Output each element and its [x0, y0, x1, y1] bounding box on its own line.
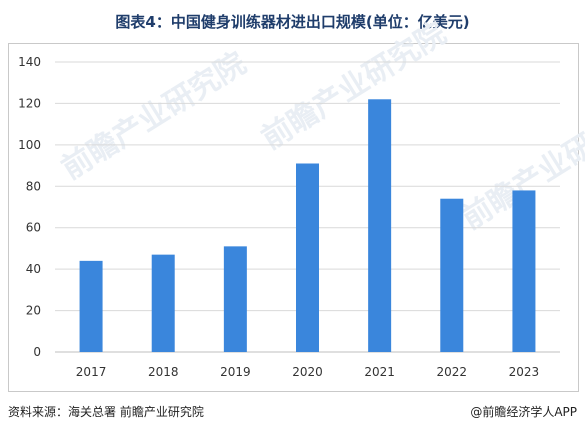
x-tick-label: 2021: [364, 365, 395, 379]
x-tick-label: 2017: [76, 365, 107, 379]
bar-2019: [223, 246, 247, 352]
watermark-2: 前瞻产业研究院: [256, 16, 453, 157]
y-tick-label: 120: [18, 96, 41, 110]
y-tick-label: 140: [18, 55, 41, 69]
watermark-1: 前瞻产业研究院: [56, 46, 253, 187]
x-tick-labels: 2017 2018 2019 2020 2021 2022 2023: [76, 365, 539, 379]
x-tick-label: 2020: [292, 365, 323, 379]
bar-2023: [512, 190, 536, 352]
y-tick-label: 0: [33, 345, 41, 359]
y-tick-label: 20: [26, 304, 41, 318]
x-tick-label: 2019: [220, 365, 251, 379]
bar-2022: [440, 198, 464, 352]
y-tick-label: 80: [26, 179, 41, 193]
bar-2021: [368, 99, 392, 353]
x-tick-label: 2022: [437, 365, 468, 379]
y-tick-label: 100: [18, 138, 41, 152]
brand-label: @前瞻经济学人APP: [470, 405, 577, 419]
bar-2017: [79, 260, 103, 352]
x-tick-label: 2018: [148, 365, 179, 379]
chart-panel: [8, 43, 579, 392]
source-note: 资料来源：海关总署 前瞻产业研究院: [8, 405, 204, 419]
y-tick-label: 40: [26, 262, 41, 276]
chart-title: 图表4：中国健身训练器材进出口规模(单位：亿美元): [115, 13, 470, 31]
x-tick-label: 2023: [509, 365, 540, 379]
bar-2018: [151, 254, 175, 352]
y-tick-labels: 0 20 40 60 80 100 120 140: [18, 55, 41, 359]
bars: [79, 99, 536, 353]
bar-2020: [296, 163, 319, 352]
y-tick-label: 60: [26, 221, 41, 235]
